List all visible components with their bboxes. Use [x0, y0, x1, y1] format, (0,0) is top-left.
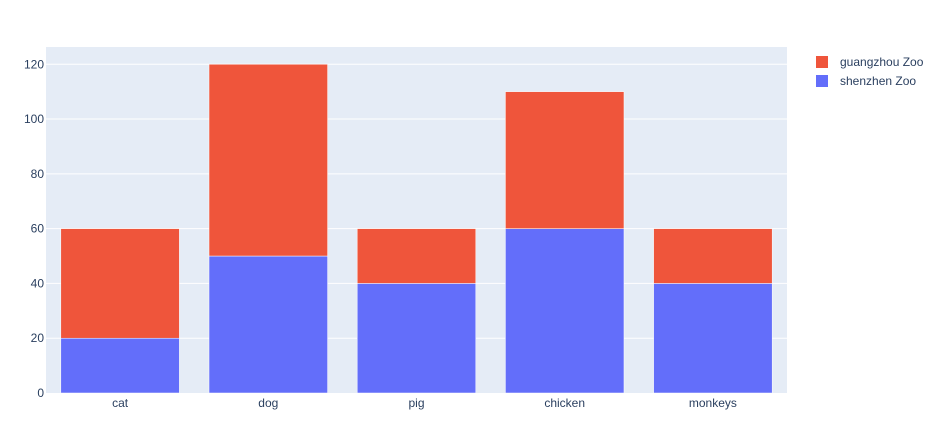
bar-guangzhou-zoo-monkeys[interactable] [653, 228, 773, 284]
bar-shenzhen-zoo-cat[interactable] [60, 337, 180, 394]
legend-label: shenzhen Zoo [840, 74, 916, 88]
legend-label: guangzhou Zoo [840, 55, 924, 69]
y-axis-ticks: 0 20 40 60 80 100 120 [24, 57, 44, 400]
x-tick-label: cat [112, 396, 129, 410]
y-tick-label: 20 [31, 331, 45, 345]
x-tick-label: dog [258, 396, 278, 410]
x-tick-label: monkeys [689, 396, 737, 410]
x-axis-ticks: cat dog pig chicken monkeys [112, 396, 737, 410]
y-tick-label: 60 [31, 222, 45, 236]
bars [60, 64, 773, 394]
bar-shenzhen-zoo-pig[interactable] [356, 283, 477, 394]
x-tick-label: pig [408, 396, 424, 410]
bar-shenzhen-zoo-monkeys[interactable] [653, 283, 773, 394]
legend-item[interactable]: guangzhou Zoo [816, 55, 924, 69]
bar-guangzhou-zoo-chicken[interactable] [505, 91, 625, 229]
bar-guangzhou-zoo-cat[interactable] [60, 228, 180, 339]
bar-guangzhou-zoo-pig[interactable] [356, 228, 477, 284]
legend: guangzhou Zoo shenzhen Zoo [816, 55, 924, 88]
bar-shenzhen-zoo-dog[interactable] [208, 255, 328, 394]
legend-swatch [816, 75, 828, 87]
y-tick-label: 0 [37, 386, 44, 400]
bar-shenzhen-zoo-chicken[interactable] [505, 228, 625, 394]
bar-guangzhou-zoo-dog[interactable] [208, 64, 328, 257]
y-tick-label: 80 [31, 167, 45, 181]
legend-swatch [816, 56, 828, 68]
legend-item[interactable]: shenzhen Zoo [816, 74, 916, 88]
x-tick-label: chicken [544, 396, 585, 410]
y-tick-label: 100 [24, 112, 44, 126]
y-tick-label: 40 [31, 276, 45, 290]
y-tick-label: 120 [24, 57, 44, 71]
